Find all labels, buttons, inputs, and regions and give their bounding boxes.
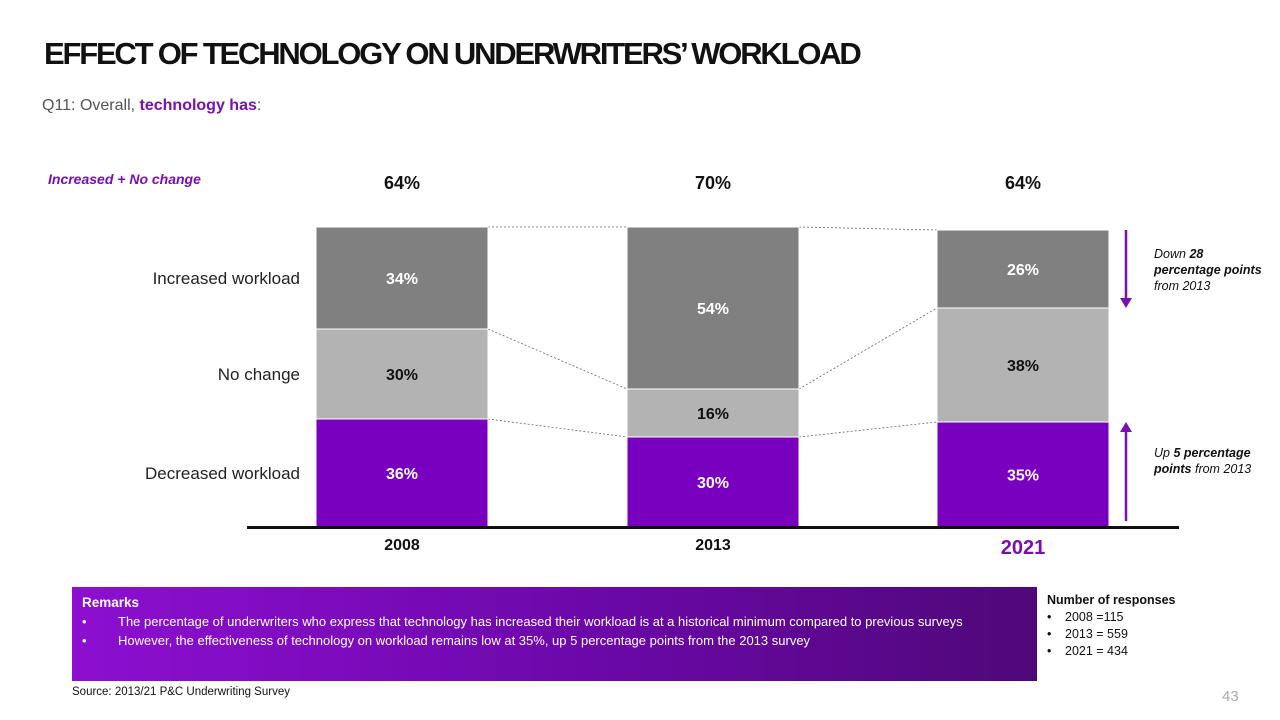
page-number: 43	[1222, 688, 1239, 705]
remarks-heading: Remarks	[82, 595, 140, 610]
category-label: 2008	[384, 537, 420, 554]
bar-segment	[315, 226, 489, 330]
bullet-icon: •	[82, 633, 87, 648]
bullet-icon: •	[82, 614, 87, 629]
bullet-icon: •	[1047, 644, 1052, 658]
connector-line	[798, 226, 938, 231]
annotation-segment: from 2013	[1154, 279, 1210, 293]
data-label: 16%	[697, 406, 729, 423]
bar-segment	[936, 229, 1110, 309]
bar-segment	[626, 436, 800, 528]
bar-segment	[626, 226, 800, 390]
question-subtitle: Q11: Overall, technology has:	[42, 97, 261, 115]
annotation-segment: points	[1153, 462, 1192, 476]
annotation-segment: Up	[1154, 446, 1173, 460]
data-label: 30%	[386, 367, 418, 384]
bullet-icon: •	[1047, 610, 1052, 624]
total-label: 70%	[695, 173, 731, 193]
subtitle-suffix: :	[256, 97, 262, 114]
remarks-box: Remarks • The percentage of underwriters …	[72, 587, 1037, 681]
annotation-segment: Down	[1154, 247, 1189, 261]
responses-item: • 2008 =115	[1047, 609, 1176, 626]
series-row-label: No change	[218, 365, 300, 384]
down-arrow-head-icon	[1120, 298, 1132, 308]
remarks-item-text: The percentage of underwriters who expre…	[118, 614, 963, 629]
data-label: 30%	[697, 475, 729, 492]
annotation-text: Down 28	[1154, 247, 1203, 261]
up-arrow-head-icon	[1120, 422, 1132, 432]
bar-segment	[626, 388, 800, 438]
connector-line	[798, 307, 938, 390]
remarks-item-text: However, the effectiveness of technology…	[118, 633, 811, 648]
annotation-segment: 28	[1188, 247, 1203, 261]
total-label: 64%	[1005, 173, 1041, 193]
series-row-label: Increased workload	[153, 269, 300, 288]
connector-line	[798, 421, 938, 438]
connector-line	[487, 328, 628, 390]
category-label: 2021	[1001, 537, 1046, 559]
remarks-item: • The percentage of underwriters who expr…	[82, 612, 1027, 631]
total-label: 64%	[384, 173, 420, 193]
data-label: 38%	[1007, 358, 1039, 375]
page-title: EFFECT OF TECHNOLOGY ON UNDERWRITERS’ WO…	[44, 36, 862, 71]
responses-item-text: 2008 =115	[1065, 610, 1124, 624]
connector-line	[487, 418, 628, 438]
remarks-item: • However, the effectiveness of technolog…	[82, 631, 1027, 650]
annotation-text: percentage points	[1153, 263, 1262, 277]
responses-item-text: 2013 = 559	[1065, 627, 1128, 641]
annotation-segment: 5 percentage	[1173, 446, 1250, 460]
bar-segment	[315, 328, 489, 420]
subtitle-prefix: Q11: Overall,	[42, 97, 140, 114]
annotation-text: from 2013	[1154, 279, 1210, 293]
bar-segment	[936, 307, 1110, 423]
series-row-label: Decreased workload	[145, 464, 300, 483]
category-label: 2013	[695, 537, 731, 554]
bullet-icon: •	[1047, 627, 1052, 641]
data-label: 35%	[1007, 468, 1039, 485]
data-label: 54%	[697, 301, 729, 318]
responses-item: • 2013 = 559	[1047, 626, 1176, 643]
totals-label: Increased + No change	[48, 171, 201, 187]
annotation-text: Up 5 percentage	[1154, 446, 1251, 460]
responses-item-text: 2021 = 434	[1065, 644, 1128, 658]
subtitle-highlight: technology has	[139, 97, 257, 114]
annotation-text: points from 2013	[1153, 462, 1251, 476]
data-label: 34%	[386, 271, 418, 288]
data-label: 26%	[1007, 262, 1039, 279]
source-note: Source: 2013/21 P&C Underwriting Survey	[72, 686, 290, 698]
annotation-segment: percentage points	[1153, 263, 1262, 277]
stacked-bar-chart: 36% 30% 34% 64% 2008 30% 16% 54% 70% 2013 35% 38% 26…	[145, 173, 1262, 559]
responses-heading: Number of responses	[1047, 593, 1176, 607]
data-label: 36%	[386, 466, 418, 483]
responses-item: • 2021 = 434	[1047, 643, 1176, 660]
responses-box: Number of responses • 2008 =115 • 2013 = 5…	[1047, 593, 1176, 660]
annotation-segment: from 2013	[1192, 462, 1252, 476]
